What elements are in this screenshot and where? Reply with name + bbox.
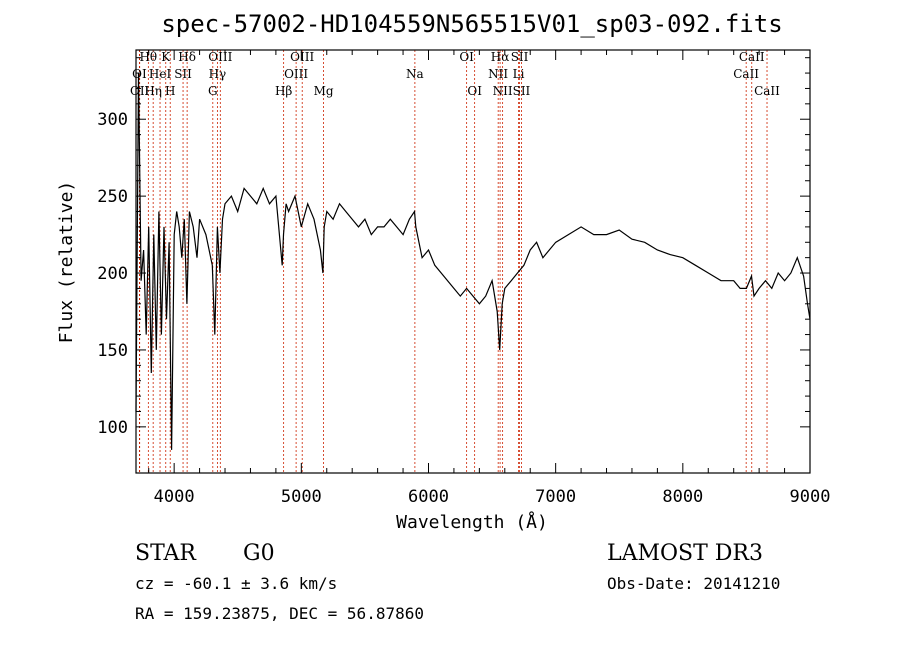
object-class: STAR [135,541,197,566]
line-label-20: Hα [491,50,510,64]
chart-title: spec-57002-HD104559N565515V01_sp03-092.f… [161,10,782,38]
line-label-3: Hη [144,84,162,98]
object-subclass: G0 [243,541,275,566]
y-tick-label: 250 [97,187,128,207]
line-label-14: OIII [290,50,314,64]
line-label-19: NII [488,67,508,81]
y-axis-label: Flux (relative) [56,181,77,344]
line-label-24: SII [513,84,531,98]
line-label-12: Hβ [275,84,292,98]
line-label-0: OI [132,67,147,81]
line-label-27: CaII [754,84,780,98]
line-label-7: SII [174,67,192,81]
line-label-5: K [161,50,171,64]
spectral-line-labels: OI OII Hθ Hη HeI K H SII Hδ G Hγ OIII Hβ OIII OIII Mg Na… [130,50,780,98]
line-label-6: H [165,84,175,98]
line-label-18: OI [467,84,482,98]
line-label-16: Na [406,67,424,81]
coordinates-readout: RA = 159.23875, DEC = 56.87860 [135,604,424,623]
line-label-15: Mg [314,84,334,98]
line-label-23: SII [511,50,529,64]
y-tick-label: 200 [97,264,128,284]
line-label-22: Li [513,67,525,81]
line-label-21: NII [493,84,513,98]
line-label-10: Hγ [209,67,227,81]
x-axis-label: Wavelength (Å) [396,511,548,533]
line-label-1: OII [130,84,150,98]
line-label-17: OI [459,50,474,64]
observation-date: Obs-Date: 20141210 [607,574,780,593]
x-axis-ticks: 4000 5000 6000 7000 8000 9000 [148,50,831,507]
line-label-4: HeI [149,67,172,81]
line-label-9: G [208,84,218,98]
y-axis-ticks: 100 150 200 250 300 [97,57,810,438]
line-label-8: Hδ [178,50,196,64]
x-tick-label: 4000 [154,487,195,507]
line-label-25: CaII [733,67,759,81]
line-label-2: Hθ [139,50,157,64]
x-tick-label: 5000 [281,487,322,507]
x-tick-label: 9000 [790,487,831,507]
x-tick-label: 8000 [662,487,703,507]
y-tick-label: 300 [97,110,128,130]
x-tick-label: 7000 [535,487,576,507]
plot-frame [135,49,811,474]
survey-name: LAMOST DR3 [607,541,763,566]
redshift-readout: cz = -60.1 ± 3.6 km/s [135,574,337,593]
y-tick-label: 100 [97,418,128,438]
line-label-26: CaII [739,50,765,64]
x-tick-label: 6000 [408,487,449,507]
line-label-11: OIII [208,50,232,64]
y-tick-label: 150 [97,341,128,361]
spectrum-line [135,73,811,450]
spectral-line-markers [139,50,768,473]
line-label-13: OIII [284,67,308,81]
